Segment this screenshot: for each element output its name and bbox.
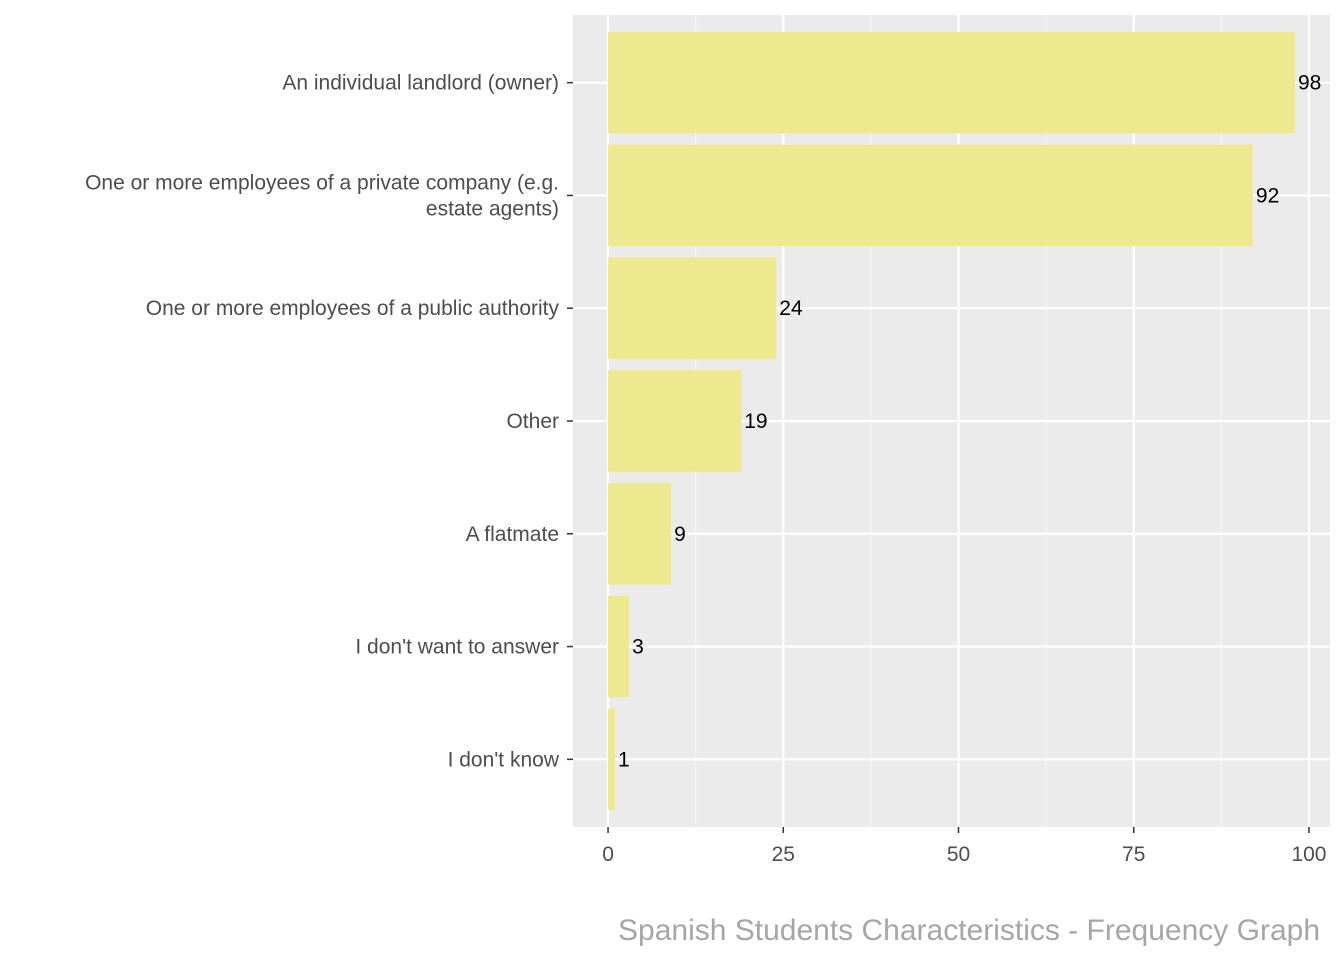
data-label: 24 bbox=[779, 297, 803, 320]
y-axis-label-line: One or more employees of a private compa… bbox=[85, 171, 559, 194]
y-axis-label-line: A flatmate bbox=[466, 523, 559, 546]
data-label: 1 bbox=[618, 748, 630, 771]
x-axis-tick-label: 0 bbox=[602, 843, 614, 866]
data-label: 19 bbox=[744, 410, 767, 433]
y-axis-label: I don't want to answer bbox=[355, 636, 559, 659]
bar bbox=[608, 257, 777, 359]
bar bbox=[608, 31, 1295, 134]
bars bbox=[608, 31, 1295, 811]
y-axis-label: Other bbox=[506, 410, 559, 433]
data-label: 3 bbox=[632, 636, 644, 659]
y-axis-label-line: estate agents) bbox=[426, 197, 559, 220]
y-axis-label-line: Other bbox=[506, 410, 559, 433]
bar bbox=[608, 595, 630, 698]
y-axis-label: One or more employees of a private compa… bbox=[85, 171, 559, 220]
data-label: 98 bbox=[1298, 72, 1321, 95]
x-axis-tick-label: 25 bbox=[772, 843, 795, 866]
bar bbox=[608, 708, 616, 811]
y-axis-label: One or more employees of a public author… bbox=[146, 297, 560, 320]
bar bbox=[608, 370, 742, 472]
data-label: 9 bbox=[674, 523, 686, 546]
y-axis-label-line: An individual landlord (owner) bbox=[282, 72, 559, 95]
x-axis-tick-label: 50 bbox=[947, 843, 970, 866]
x-axis: 0 25 50 75 100 bbox=[602, 827, 1326, 866]
data-label: 92 bbox=[1256, 184, 1279, 207]
y-axis: An individual landlord (owner) One or mor… bbox=[85, 72, 573, 771]
data-labels: 98 92 24 19 9 3 1 bbox=[618, 72, 1321, 772]
y-axis-label: I don't know bbox=[448, 748, 560, 771]
bar bbox=[608, 144, 1253, 247]
y-axis-label: A flatmate bbox=[466, 523, 559, 546]
y-axis-label-line: I don't know bbox=[448, 748, 560, 771]
bar bbox=[608, 483, 672, 585]
x-axis-tick-label: 75 bbox=[1122, 843, 1145, 866]
y-axis-label-line: I don't want to answer bbox=[355, 636, 559, 659]
x-axis-tick-label: 100 bbox=[1291, 843, 1326, 866]
y-axis-label-line: One or more employees of a public author… bbox=[146, 297, 560, 320]
chart-caption: Spanish Students Characteristics - Frequ… bbox=[618, 914, 1320, 947]
y-axis-label: An individual landlord (owner) bbox=[282, 72, 559, 95]
